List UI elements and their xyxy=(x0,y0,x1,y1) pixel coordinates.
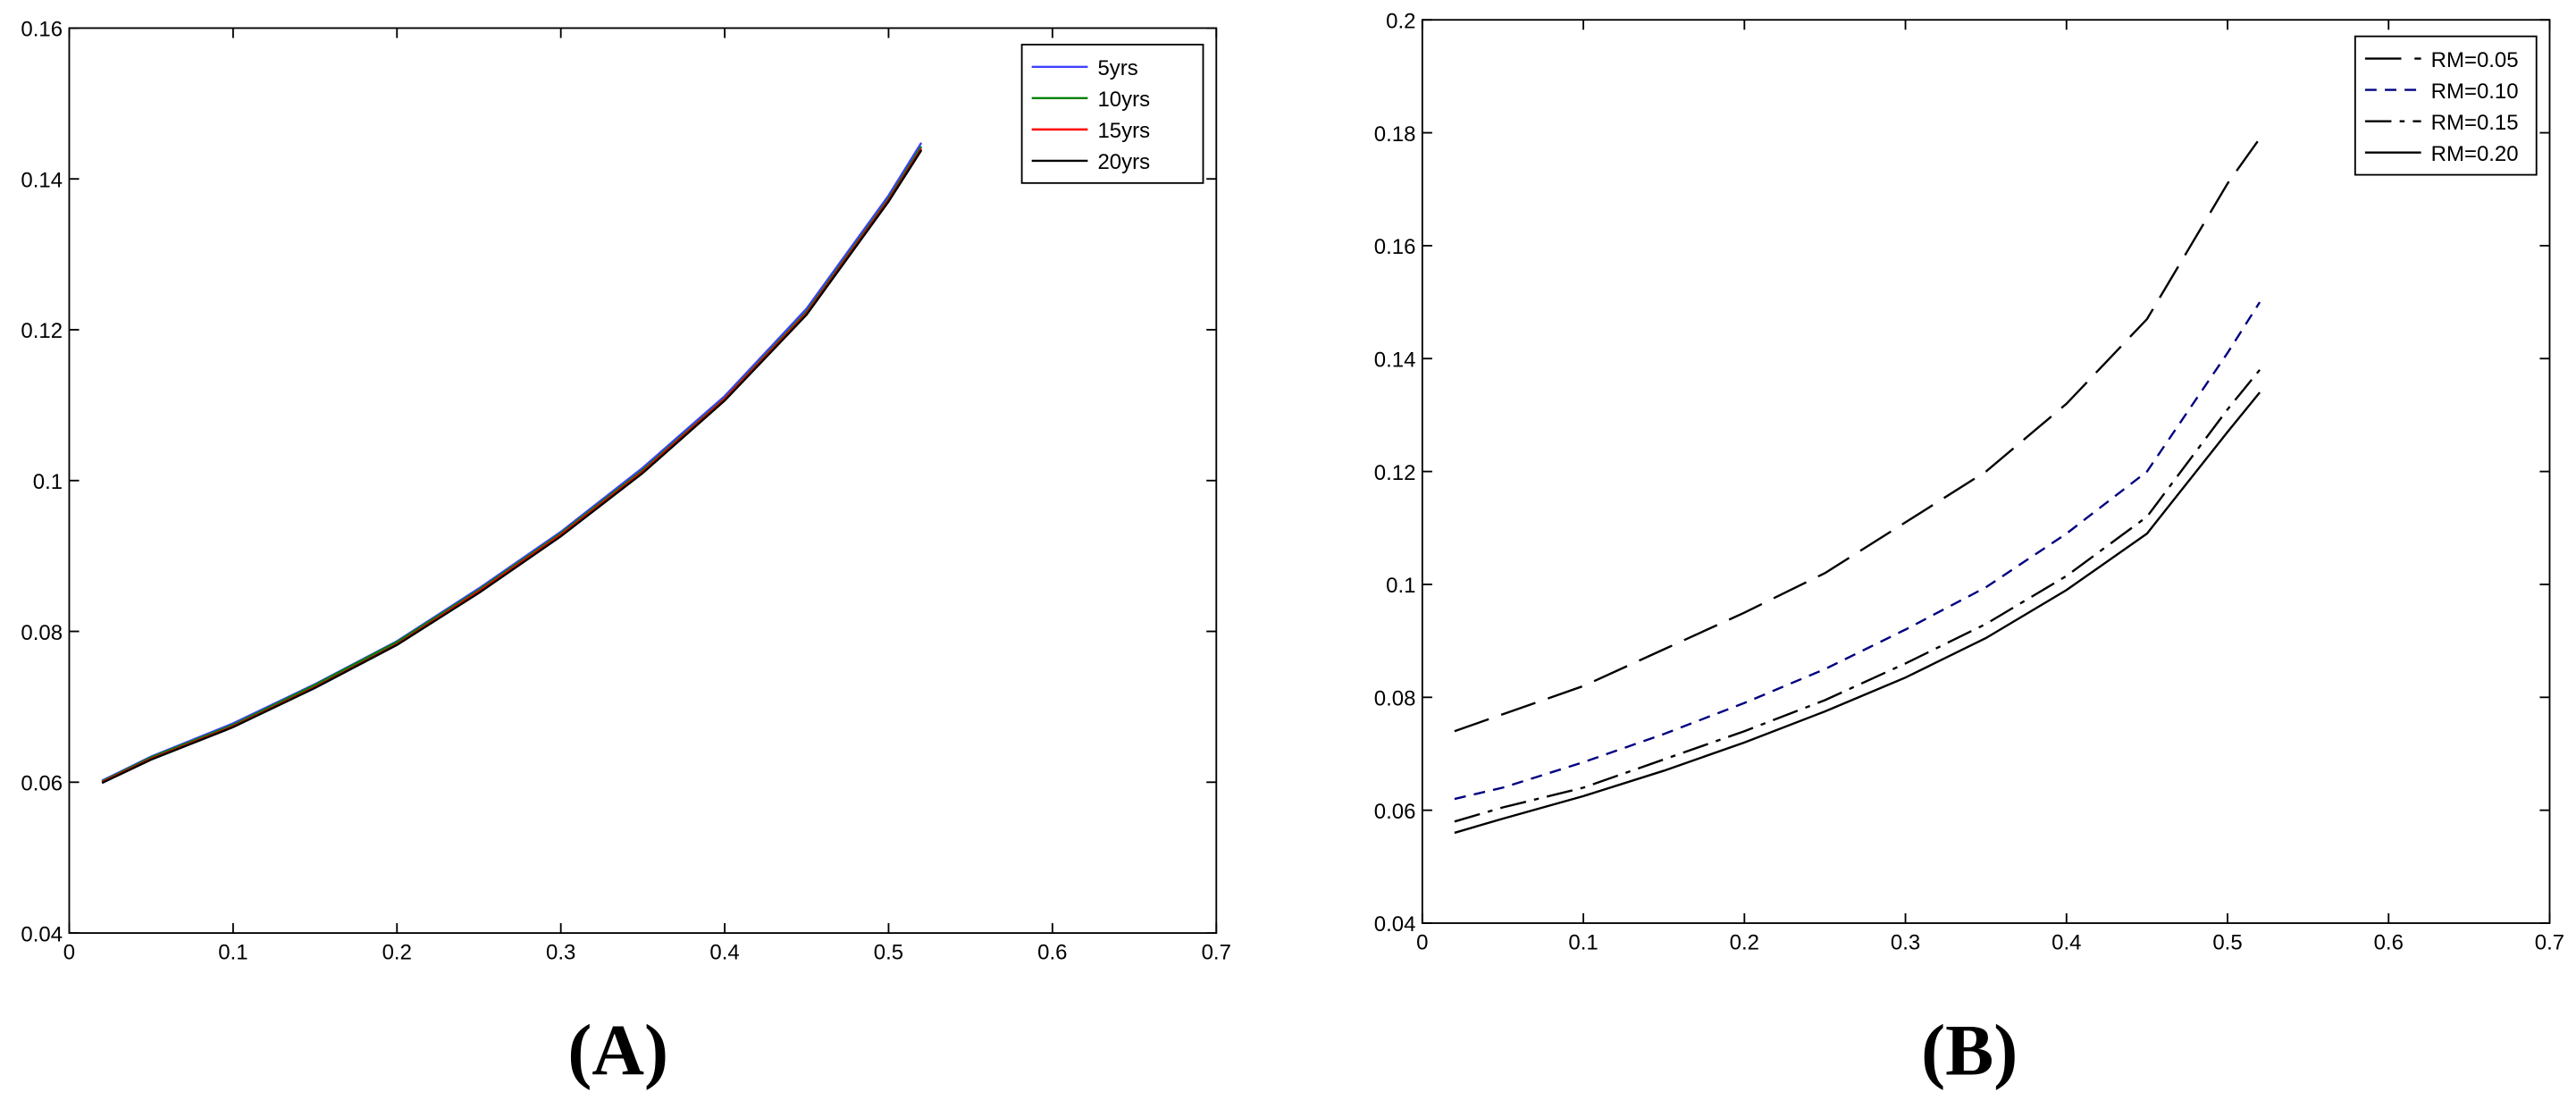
y-tick-label: 0.06 xyxy=(21,772,63,796)
x-tick-label: 0.7 xyxy=(1202,941,1231,965)
legend-label: 10yrs xyxy=(1097,88,1150,112)
x-tick-label: 0.2 xyxy=(1730,931,1759,955)
y-tick-label: 0.04 xyxy=(1374,912,1416,937)
x-tick-label: 0.6 xyxy=(2374,931,2404,955)
data-line xyxy=(101,147,923,784)
x-tick-label: 0 xyxy=(63,941,75,965)
x-tick-label: 0.1 xyxy=(1568,931,1598,955)
y-tick-label: 0.1 xyxy=(1386,574,1415,598)
data-line xyxy=(1454,138,2261,733)
data-line xyxy=(101,142,923,782)
legend-label: 15yrs xyxy=(1097,119,1150,143)
panel-caption: (B) xyxy=(1921,1011,2018,1091)
y-tick-label: 0.16 xyxy=(21,18,63,42)
legend-label: RM=0.20 xyxy=(2431,142,2519,166)
x-tick-label: 0.5 xyxy=(874,941,903,965)
y-tick-label: 0.14 xyxy=(21,168,63,192)
y-tick-label: 0.18 xyxy=(1374,122,1416,147)
y-tick-label: 0.12 xyxy=(1374,461,1416,485)
x-tick-label: 0.6 xyxy=(1037,941,1067,965)
y-tick-label: 0.16 xyxy=(1374,235,1416,259)
x-tick-label: 0.5 xyxy=(2212,931,2242,955)
x-tick-label: 0.4 xyxy=(2052,931,2081,955)
data-line xyxy=(1454,369,2261,823)
y-tick-label: 0.1 xyxy=(33,470,63,494)
y-tick-label: 0.08 xyxy=(21,621,63,645)
x-tick-label: 0.3 xyxy=(1891,931,1920,955)
data-line xyxy=(101,146,923,783)
y-tick-label: 0.2 xyxy=(1386,9,1415,33)
data-line xyxy=(1454,391,2261,835)
legend-label: RM=0.10 xyxy=(2431,80,2519,104)
x-tick-label: 0.3 xyxy=(546,941,575,965)
y-tick-label: 0.08 xyxy=(1374,687,1416,711)
legend-label: RM=0.05 xyxy=(2431,48,2519,72)
panel-caption: (A) xyxy=(567,1011,668,1091)
y-tick-label: 0.04 xyxy=(21,922,63,946)
x-tick-label: 0.2 xyxy=(382,941,412,965)
data-line xyxy=(1454,301,2261,801)
x-tick-label: 0.1 xyxy=(218,941,248,965)
data-line xyxy=(101,149,923,785)
y-tick-label: 0.12 xyxy=(21,319,63,343)
x-tick-label: 0 xyxy=(1416,931,1428,955)
y-tick-label: 0.06 xyxy=(1374,800,1416,824)
y-tick-label: 0.14 xyxy=(1374,348,1416,372)
x-tick-label: 0.7 xyxy=(2535,931,2564,955)
legend-label: 5yrs xyxy=(1097,56,1137,80)
legend-label: RM=0.15 xyxy=(2431,111,2519,135)
legend-label: 20yrs xyxy=(1097,150,1150,174)
x-tick-label: 0.4 xyxy=(709,941,739,965)
